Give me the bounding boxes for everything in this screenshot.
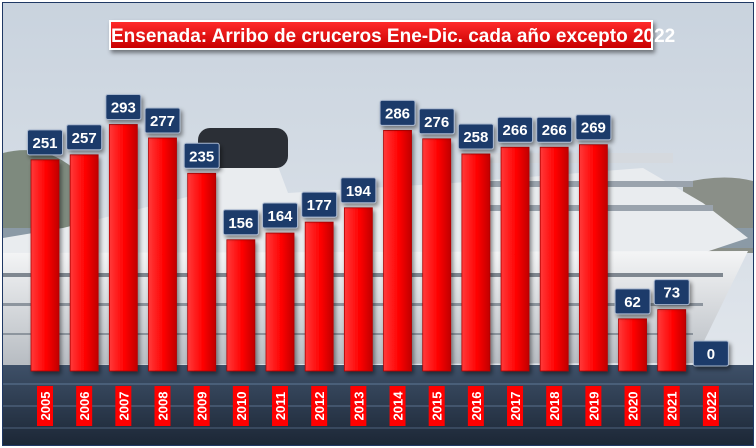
x-tick-label-text: 2008 — [156, 392, 171, 421]
value-label-text: 177 — [307, 197, 332, 214]
value-label-2013: 194 — [340, 177, 377, 204]
value-label-text: 269 — [581, 120, 606, 137]
value-label-text: 164 — [268, 208, 294, 225]
x-tick-2006: 2006 — [76, 386, 93, 426]
value-label-2014: 286 — [379, 99, 416, 126]
x-tick-2019: 2019 — [585, 386, 602, 426]
value-label-text: 266 — [503, 122, 528, 139]
value-label-2012: 177 — [301, 191, 338, 218]
value-label-text: 62 — [624, 294, 641, 311]
x-tick-2007: 2007 — [115, 386, 132, 426]
value-label-2011: 164 — [262, 202, 299, 229]
value-label-2016: 258 — [457, 123, 494, 150]
value-label-2019: 269 — [575, 114, 612, 141]
bar-2018 — [539, 146, 569, 372]
value-label-text: 266 — [542, 122, 567, 139]
x-tick-label-text: 2005 — [38, 392, 53, 421]
x-tick-2014: 2014 — [389, 386, 406, 426]
x-tick-2015: 2015 — [428, 386, 445, 426]
value-labels-layer: 251 257 293 277 235 156 164 177 194 286 276 258 266 2… — [27, 93, 729, 367]
bar-2017 — [500, 146, 530, 372]
bar-2007 — [108, 124, 138, 372]
value-label-text: 277 — [150, 113, 175, 130]
bar-2014 — [383, 129, 412, 372]
bar-2005 — [30, 159, 60, 372]
bar-2020 — [618, 318, 647, 372]
x-tick-2011: 2011 — [272, 386, 289, 426]
x-tick-label-text: 2021 — [665, 392, 680, 421]
value-label-2009: 235 — [183, 142, 220, 169]
value-label-text: 73 — [663, 285, 680, 302]
x-tick-label-text: 2007 — [116, 392, 131, 421]
x-tick-label-text: 2014 — [391, 391, 406, 421]
bar-2012 — [304, 221, 334, 372]
chart-canvas: 251 257 293 277 235 156 164 177 194 286 276 258 266 2… — [3, 3, 753, 445]
x-tick-2008: 2008 — [154, 386, 171, 426]
x-tick-label-text: 2012 — [312, 392, 327, 421]
bar-2009 — [187, 172, 217, 372]
bar-2016 — [461, 153, 491, 372]
value-label-2021: 73 — [653, 279, 690, 306]
value-label-2007: 293 — [105, 93, 142, 120]
value-label-text: 194 — [346, 183, 372, 200]
value-label-2008: 277 — [144, 107, 181, 134]
x-tick-2013: 2013 — [350, 386, 367, 426]
x-tick-label-text: 2006 — [77, 392, 92, 421]
x-tick-label-text: 2016 — [469, 392, 484, 421]
value-label-text: 258 — [463, 129, 488, 146]
x-tick-label-text: 2019 — [586, 392, 601, 421]
x-tick-label-text: 2010 — [234, 392, 249, 421]
value-label-text: 276 — [424, 114, 449, 131]
bar-2010 — [226, 239, 256, 372]
x-tick-label-text: 2011 — [273, 392, 288, 420]
value-label-2017: 266 — [497, 116, 534, 143]
bar-2019 — [578, 144, 608, 372]
x-tick-2012: 2012 — [311, 386, 328, 426]
value-label-2015: 276 — [418, 108, 455, 135]
value-label-text: 251 — [32, 135, 57, 152]
x-tick-label-text: 2018 — [547, 392, 562, 421]
value-label-2010: 156 — [222, 209, 259, 236]
bar-2013 — [343, 207, 373, 372]
bar-2011 — [265, 232, 295, 372]
x-tick-2009: 2009 — [193, 386, 210, 426]
bar-2006 — [69, 154, 99, 372]
value-label-2020: 62 — [614, 288, 651, 315]
x-tick-labels-layer: 2005 2006 2007 2008 2009 2010 2011 2012 2013 2014… — [37, 386, 719, 426]
value-label-2005: 251 — [27, 129, 63, 156]
value-label-2018: 266 — [536, 116, 573, 143]
x-tick-label-text: 2022 — [704, 392, 719, 421]
x-tick-2017: 2017 — [507, 386, 524, 426]
bar-2021 — [657, 309, 687, 372]
value-label-text: 0 — [707, 346, 715, 363]
value-label-2006: 257 — [66, 124, 103, 151]
value-label-2022: 0 — [692, 340, 729, 367]
x-tick-label-text: 2013 — [351, 392, 366, 421]
x-tick-2020: 2020 — [624, 386, 641, 426]
x-tick-label-text: 2009 — [195, 392, 210, 421]
value-label-text: 293 — [111, 99, 136, 116]
value-label-text: 156 — [228, 215, 253, 232]
x-tick-2018: 2018 — [546, 386, 563, 426]
value-label-text: 235 — [189, 148, 214, 165]
x-tick-2022: 2022 — [702, 386, 719, 426]
x-tick-2021: 2021 — [663, 386, 680, 426]
x-tick-label-text: 2015 — [430, 392, 445, 421]
x-tick-2010: 2010 — [232, 386, 249, 426]
x-tick-2016: 2016 — [467, 386, 484, 426]
chart-title: Ensenada: Arribo de cruceros Ene-Dic. ca… — [109, 20, 675, 50]
value-label-text: 286 — [385, 105, 410, 122]
x-tick-label-text: 2020 — [626, 392, 641, 421]
bars-layer — [30, 124, 687, 372]
x-tick-2005: 2005 — [37, 386, 53, 426]
bar-2015 — [422, 138, 452, 372]
x-tick-label-text: 2017 — [508, 392, 523, 421]
value-label-text: 257 — [72, 130, 97, 147]
bar-2008 — [148, 137, 177, 372]
